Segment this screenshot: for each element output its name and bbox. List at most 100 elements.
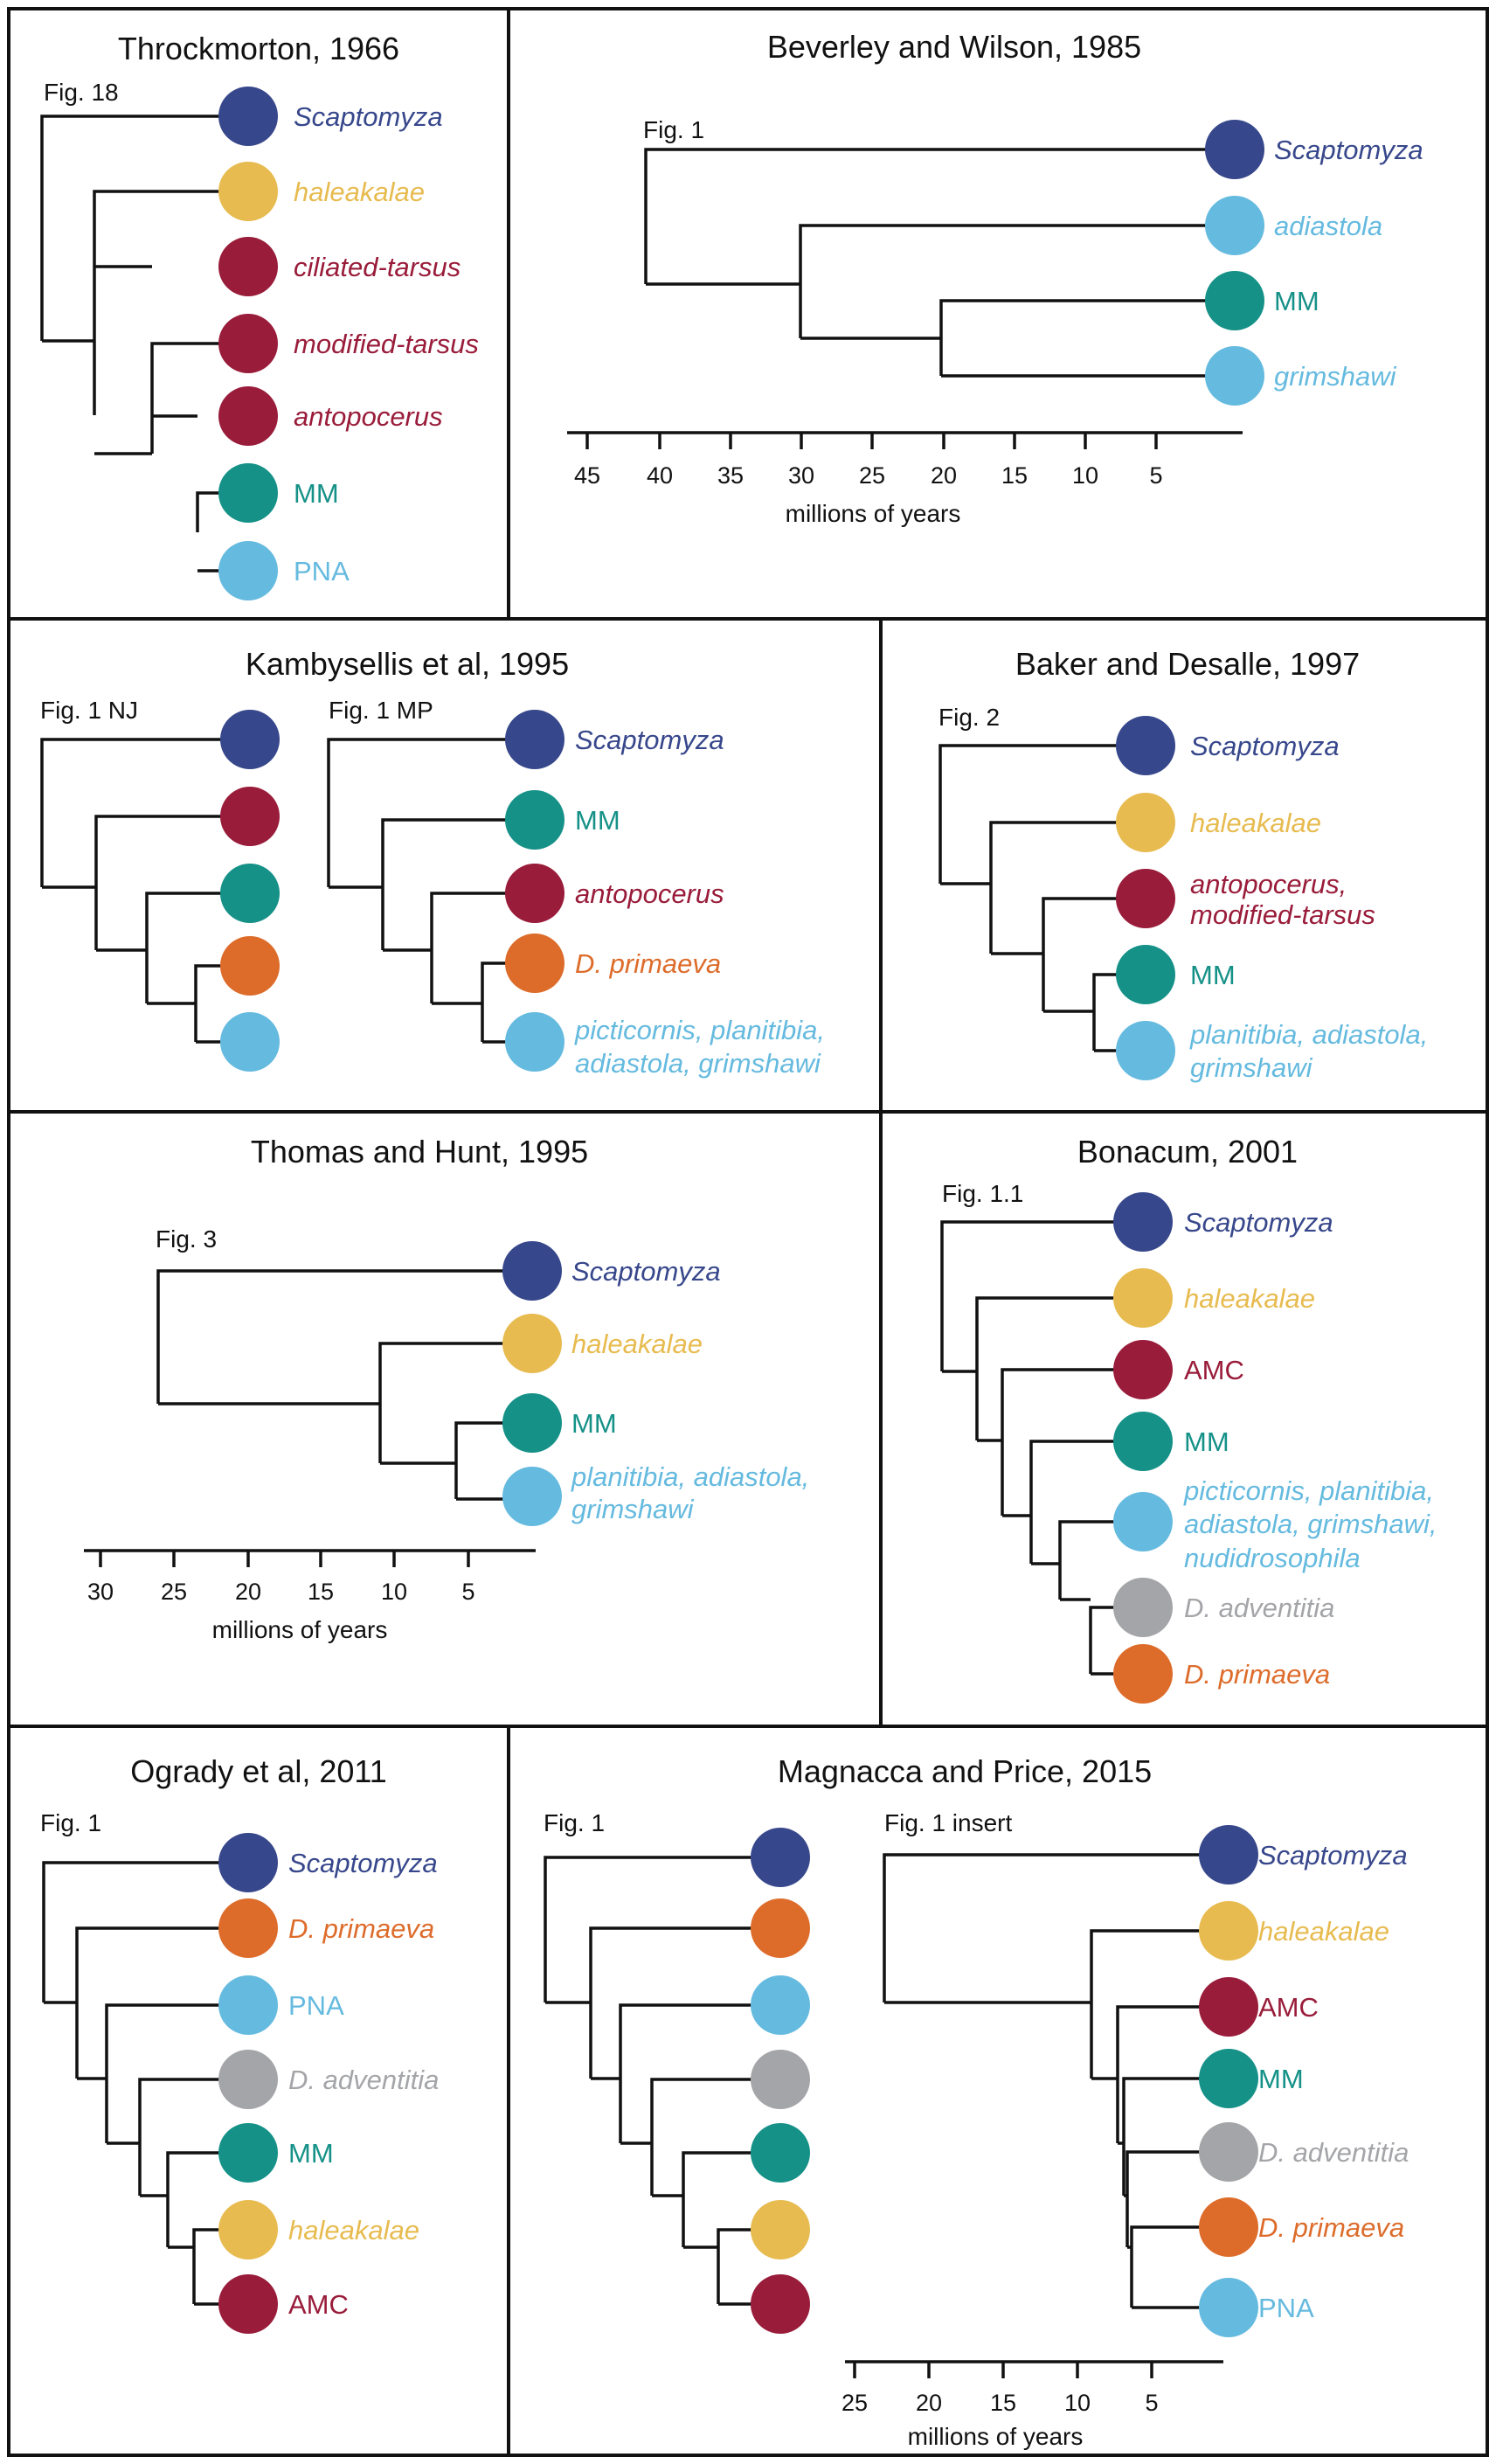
taxon-label: D. primaeva [1258,2212,1404,2243]
taxon-label: Scaptomyza [1190,731,1340,761]
taxon-label: MM [294,478,339,509]
clade-dot [1199,1977,1258,2037]
axis-tick-label: 15 [308,1579,334,1605]
clade-dot [220,864,280,923]
axis-tick-label: 10 [1072,462,1098,489]
figure-label: Fig. 1 [544,1809,605,1836]
clade-dot [218,1898,278,1958]
axis-tick-label: 10 [1064,2390,1091,2416]
taxon-label: AMC [1184,1355,1244,1385]
clade-dot [220,710,280,769]
taxon-label: Scaptomyza [571,1256,721,1287]
clade-dot [1205,346,1264,406]
taxon-label: grimshawi [571,1494,695,1524]
taxon-label: Scaptomyza [1184,1207,1333,1238]
clade-dot [218,162,278,221]
panel-title: Throckmorton, 1966 [118,31,399,66]
axis-tick-label: 30 [788,462,814,489]
taxon-label: modified-tarsus [1190,899,1375,930]
clade-dot [1116,945,1175,1004]
taxon-label: antopocerus, [1190,869,1347,899]
panel-title: Bonacum, 2001 [1077,1134,1298,1170]
taxon-label: MM [1184,1426,1229,1457]
taxon-label: haleakalae [288,2215,419,2245]
clade-dot [1199,2197,1258,2257]
taxon-label: modified-tarsus [294,329,479,359]
panel-frames [7,7,1489,2457]
clade-dot [1205,196,1264,255]
taxon-label: haleakalae [1190,808,1321,838]
taxon-label: adiastola, grimshawi, [1184,1509,1437,1539]
taxon-label: Scaptomyza [294,101,443,132]
clade-dot [218,2274,278,2334]
taxon-label: PNA [1258,2293,1314,2323]
clade-dot [220,787,280,846]
taxon-label: PNA [288,1990,344,2021]
clade-dot [751,2200,810,2259]
panel-bonacum: Bonacum, 2001 Fig. 1.1 Scaptomyza haleak… [940,1134,1437,1704]
clade-dot [218,87,278,146]
panel-magnacca-price: Magnacca and Price, 2015 Fig. 1 Fig. 1 i… [544,1753,1409,2450]
figure-label: Fig. 3 [156,1225,217,1253]
axis-label: millions of years [786,500,961,527]
taxon-label: picticornis, planitibia, [1183,1475,1434,1506]
taxon-label: MM [288,2138,334,2169]
clade-dot [1113,1192,1173,1252]
figure-label: Fig. 1.1 [942,1180,1023,1207]
taxon-label: antopocerus [575,878,724,909]
taxon-label: MM [575,805,620,836]
clade-dot [1113,1340,1173,1399]
axis-tick-label: 20 [235,1579,261,1605]
clade-dot [505,790,564,850]
clade-dot [505,864,564,923]
tree-branches [940,1220,1143,1676]
tree-branches [42,1861,248,2306]
clade-dot [1199,2049,1258,2108]
figure-label: Fig. 1 MP [329,697,433,724]
clade-dot [1113,1644,1173,1704]
figure-label: Fig. 2 [938,704,1000,731]
clade-dot [505,710,564,769]
axis-label: millions of years [908,2423,1084,2450]
axis-tick-label: 15 [990,2390,1016,2416]
clade-dot [218,237,278,296]
axis-label: millions of years [212,1616,388,1643]
clade-dot [505,934,564,993]
taxon-label: nudidrosophila [1184,1543,1361,1573]
taxon-label: D. primaeva [288,1913,434,1944]
taxon-label: AMC [288,2289,349,2320]
clade-dot [218,463,278,523]
tree-branches-insert [883,1853,1229,2309]
taxon-label: adiastola [1274,211,1382,241]
tree-branches-mp [327,738,535,1044]
taxon-label: grimshawi [1274,361,1397,392]
panel-title: Kambysellis et al, 1995 [246,646,569,682]
panel-title: Ogrady et al, 2011 [130,1753,387,1789]
clade-dot [502,1314,562,1373]
tree-branches [156,1269,532,1501]
axis-tick-label: 15 [1001,462,1028,489]
axis-tick-label: 5 [1149,462,1162,489]
figure-label: Fig. 1 NJ [40,697,138,724]
taxon-label: MM [1274,286,1319,316]
taxon-label: haleakalae [1184,1283,1315,1314]
taxon-label: D. adventitia [1184,1593,1334,1623]
figure-label: Fig. 1 [40,1809,101,1836]
panel-title: Thomas and Hunt, 1995 [251,1134,588,1170]
axis-tick-label: 20 [916,2390,942,2416]
tree-branches [644,148,1235,378]
panel-baker-desalle: Baker and Desalle, 1997 Fig. 2 Scaptomyz… [938,646,1428,1083]
clade-dot [218,314,278,373]
panel-title: Beverley and Wilson, 1985 [767,29,1141,65]
clade-dot [1113,1268,1173,1328]
taxon-label: antopocerus [294,401,443,432]
panel-thomas-hunt: Thomas and Hunt, 1995 Fig. 3 Scaptomyza … [84,1134,809,1643]
clade-dot [751,1975,810,2035]
clade-dot [1205,120,1264,179]
taxon-label: planitibia, adiastola, [571,1461,809,1492]
clade-dot [751,2050,810,2109]
taxon-label: grimshawi [1190,1052,1313,1083]
axis-tick-label: 10 [381,1579,407,1605]
axis-tick-label: 5 [461,1579,474,1605]
